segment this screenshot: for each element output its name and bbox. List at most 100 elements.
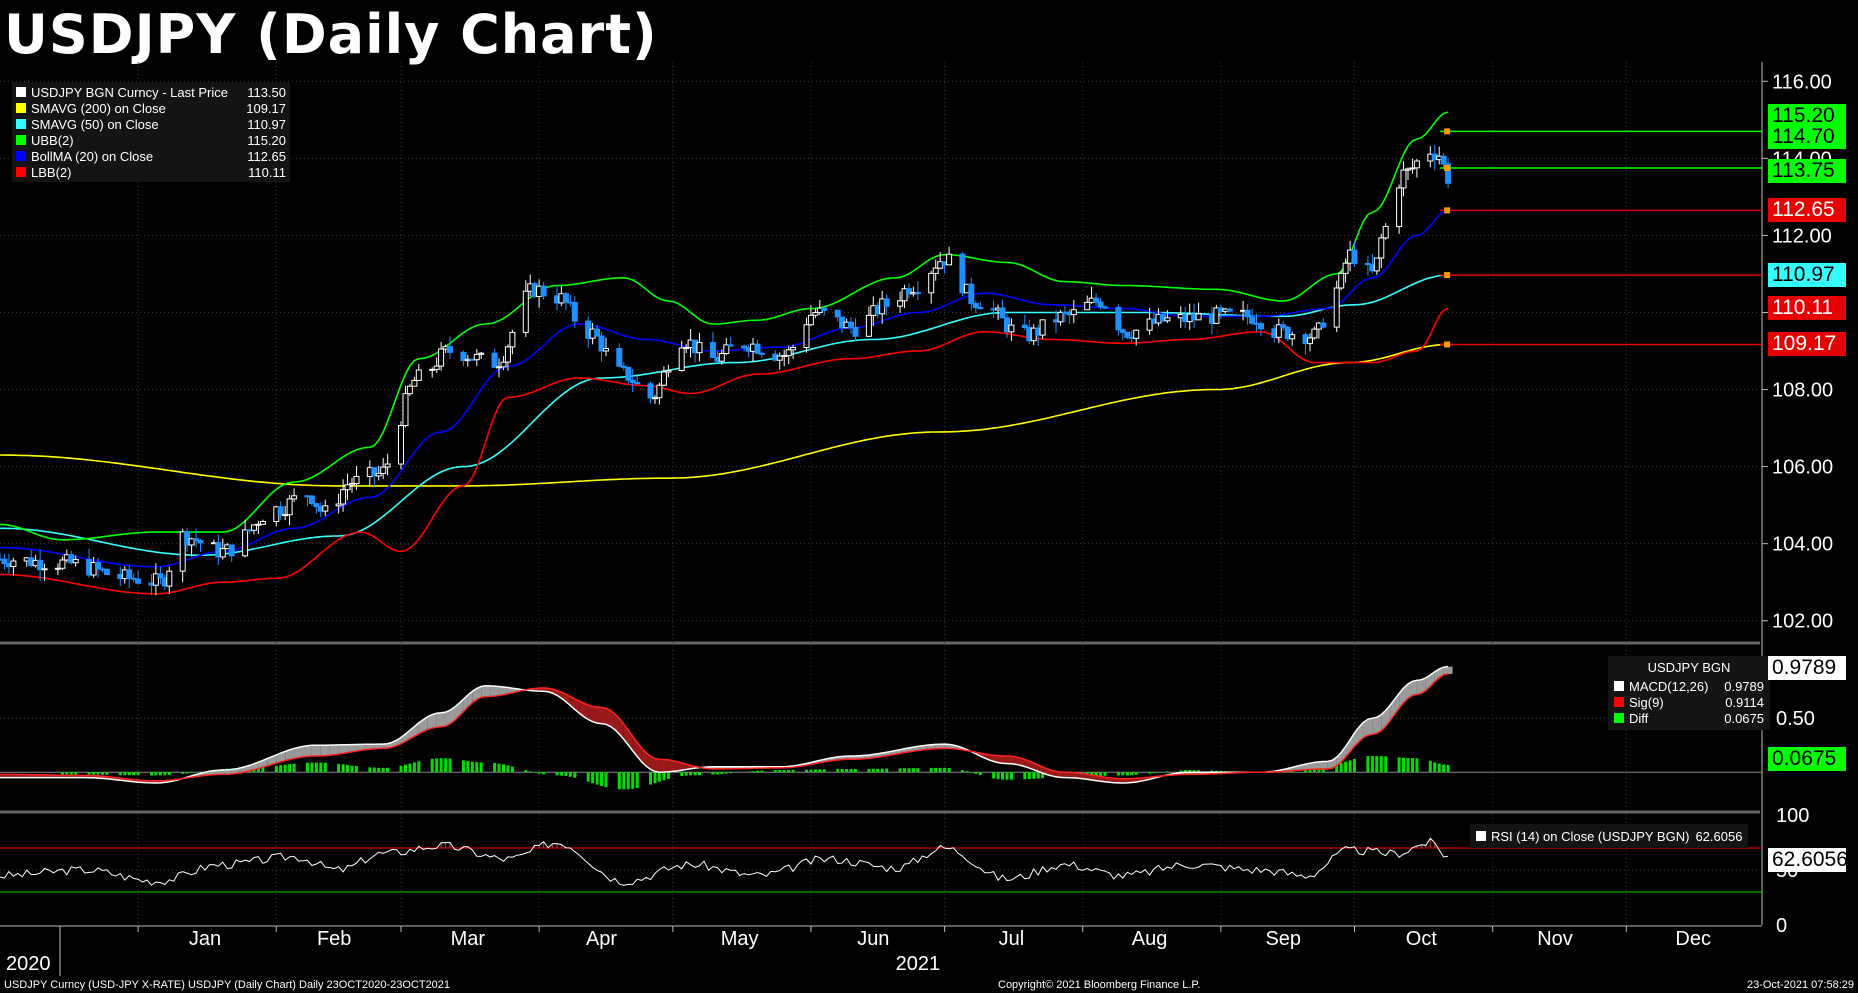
macd-diff-bar: [1375, 756, 1379, 773]
macd-diff-bar: [1411, 758, 1414, 773]
price-tick-label: 116.00: [1772, 71, 1832, 93]
macd-diff-bar: [319, 762, 323, 773]
month-label: Nov: [1537, 928, 1573, 950]
rsi-line: [0, 837, 1449, 886]
macd-diff-bar: [622, 772, 626, 790]
legend-label: UBB(2): [31, 132, 74, 148]
candle-body: [1258, 323, 1264, 330]
legend-value: 0.0675: [1724, 710, 1764, 726]
month-label: Mar: [451, 928, 486, 950]
macd-diff-bar: [1036, 772, 1040, 779]
macd-fill: [294, 746, 303, 759]
legend-swatch: [16, 167, 26, 177]
macd-diff-bar: [502, 764, 505, 773]
macd-diff-bar: [350, 765, 354, 773]
candle-body: [402, 393, 409, 427]
macd-fill: [605, 708, 615, 730]
macd-diff-bar: [466, 761, 470, 773]
macd-diff-bar: [1370, 756, 1374, 773]
price-legend-row: LBB(2) 110.11: [16, 164, 286, 180]
candle-body: [286, 498, 293, 516]
candle-body: [1057, 311, 1064, 323]
candle-body: [709, 342, 716, 359]
price-value-tag: 110.97: [1768, 263, 1846, 288]
candle-body: [95, 562, 101, 570]
price-legend-row: BollMA (20) on Close 112.65: [16, 148, 286, 164]
rsi-value-tag: 62.6056: [1768, 848, 1848, 873]
candle-body: [447, 346, 453, 353]
macd-diff-bar: [1103, 772, 1107, 776]
macd-diff-bar: [649, 772, 652, 785]
macd-fill: [311, 745, 321, 757]
month-label: Jun: [857, 928, 889, 950]
candle-body: [629, 379, 636, 384]
candle-body: [228, 544, 235, 557]
macd-diff-bar: [773, 770, 777, 773]
macd-diff-bar: [791, 769, 795, 773]
candle-body: [741, 345, 748, 349]
candle-body: [603, 348, 609, 352]
footer-timestamp: 23-Oct-2021 07:58:29: [1746, 979, 1854, 991]
macd-fill: [1069, 772, 1079, 779]
macd-fill: [1336, 746, 1346, 766]
macd-diff-bar: [510, 766, 514, 773]
candle-body: [340, 489, 347, 505]
macd-diff-bar: [163, 772, 167, 776]
macd-diff-bar: [154, 772, 158, 776]
macd-diff-bar: [1023, 772, 1027, 780]
legend-swatch: [1614, 697, 1624, 707]
footer-left: USDJPY Curncy (USD-JPY X-RATE) USDJPY (D…: [4, 979, 451, 991]
macd-diff-bar: [880, 768, 884, 773]
month-label: Sep: [1265, 928, 1301, 950]
macd-diff-bar: [537, 772, 541, 774]
price-value-tag: 110.11: [1768, 296, 1846, 321]
macd-diff-bar: [1005, 772, 1009, 780]
price-value-tag: 109.17: [1768, 332, 1846, 357]
macd-diff-bar: [653, 772, 657, 784]
macd-fill: [0, 774, 9, 778]
macd-fill: [1381, 705, 1391, 731]
macd-fill: [1399, 684, 1408, 709]
macd-diff-bar: [1384, 756, 1388, 773]
macd-fill: [659, 759, 669, 773]
macd-fill: [998, 755, 1007, 764]
macd-diff-bar: [528, 771, 532, 773]
macd-diff-bar: [916, 768, 920, 773]
macd-diff-bar: [782, 770, 786, 773]
series-line-smavg: [0, 343, 1449, 487]
candle-body: [398, 425, 404, 465]
candle-body: [727, 344, 734, 347]
macd-diff-bar: [934, 767, 938, 773]
price-legend-row: UBB(2) 115.20: [16, 132, 286, 148]
candle-body: [901, 288, 908, 302]
candle-body: [259, 521, 266, 525]
legend-swatch: [16, 119, 26, 129]
candle-body: [1008, 324, 1015, 333]
candle-body: [166, 570, 173, 587]
candle-body: [932, 267, 939, 274]
macd-diff-bar: [92, 772, 96, 775]
candle-body: [157, 573, 164, 579]
macd-diff-bar: [849, 769, 853, 773]
candle-body: [914, 292, 921, 295]
legend-swatch: [1614, 681, 1624, 691]
candle-body: [807, 314, 814, 326]
macd-diff-bar: [386, 767, 390, 773]
candle-body: [344, 484, 351, 491]
candle-body: [906, 288, 912, 295]
macd-diff-bar: [479, 762, 483, 773]
series-line-lbb2: [0, 307, 1449, 595]
legend-label: Diff: [1629, 710, 1649, 726]
legend-label: SMAVG (200) on Close: [31, 100, 166, 116]
candle-body: [277, 506, 284, 516]
candle-body: [1378, 237, 1385, 259]
macd-diff-bar: [903, 768, 906, 773]
grid-lines: [0, 62, 1763, 927]
price-value-tag: 112.65: [1768, 198, 1846, 223]
macd-fill: [490, 685, 500, 697]
macd-diff-bar: [1428, 760, 1432, 773]
macd-fill: [1122, 778, 1132, 783]
candle-body: [723, 344, 730, 354]
candle-body: [353, 476, 360, 484]
macd-diff-bar: [1099, 772, 1103, 777]
